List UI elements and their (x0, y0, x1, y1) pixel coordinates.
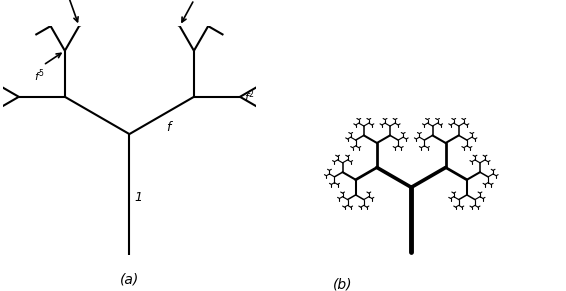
Text: $f^2$: $f^2$ (243, 88, 255, 105)
Text: $f^5$: $f^5$ (34, 68, 45, 84)
Text: (b): (b) (333, 277, 353, 291)
Text: 1: 1 (134, 191, 142, 205)
Text: (a): (a) (120, 273, 139, 287)
Text: $f$: $f$ (166, 120, 174, 134)
